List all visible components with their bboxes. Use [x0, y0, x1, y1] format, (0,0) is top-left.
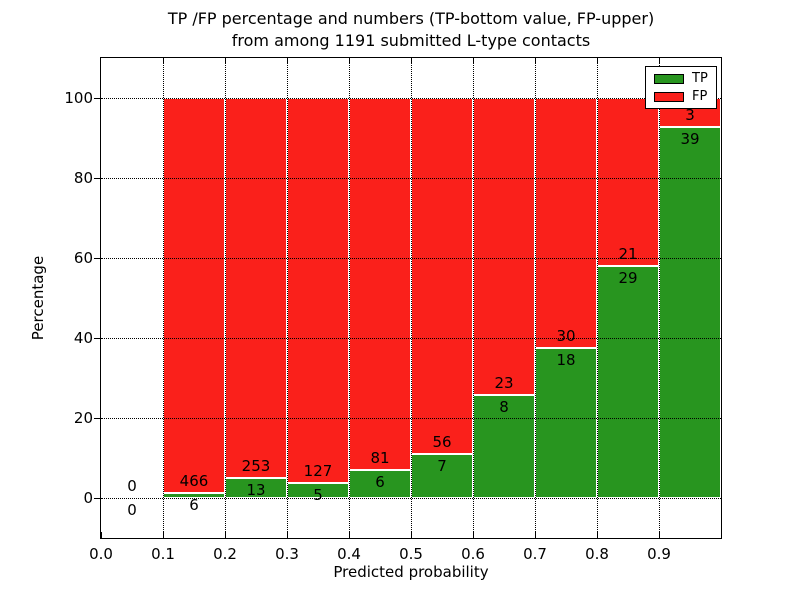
bar-segment-tp [411, 453, 473, 498]
bar-segment-fp [163, 98, 225, 493]
bar-segment-fp [225, 98, 287, 479]
bar-count-label-fp: 253 [241, 457, 271, 476]
y-tick-label: 20 [73, 409, 93, 427]
bar-segment-fp [349, 98, 411, 471]
x-axis-label: Predicted probability [333, 563, 489, 581]
x-tick-label: 0.2 [213, 545, 237, 563]
bar-count-label-fp: 3 [685, 105, 695, 124]
x-top-tick-mark [349, 58, 350, 64]
bar-segment-fp [411, 98, 473, 454]
gridline-vertical [163, 58, 164, 538]
x-tick-label: 0.9 [647, 545, 671, 563]
bar-count-label-tp: 5 [313, 485, 323, 504]
gridline-vertical [225, 58, 226, 538]
x-tick-label: 0.4 [337, 545, 361, 563]
fp-color-swatch [654, 91, 684, 102]
bar-count-label-tp: 13 [246, 481, 266, 500]
x-tick-label: 0.7 [523, 545, 547, 563]
bar-count-label-tp: 8 [499, 397, 509, 416]
bar-segment-tp [535, 348, 597, 498]
plot-area: 0 0 466 6 253 13 127 5 81 6 56 7 23 8 30 18 21 29 3 39 0 20 40… [64, 57, 722, 563]
x-tick-mark [659, 532, 660, 538]
y-axis-label: Percentage [29, 255, 47, 341]
bar-count-label-tp: 6 [375, 473, 385, 492]
bar-count-label-fp: 21 [618, 245, 638, 263]
bar-count-label-fp: 127 [303, 461, 333, 480]
bar-count-label-tp: 39 [680, 129, 700, 148]
x-top-tick-mark [411, 58, 412, 64]
bar-count-label-fp: 466 [179, 471, 209, 490]
tp-color-swatch [654, 73, 684, 84]
bar-count-label-fp: 30 [556, 327, 576, 345]
bar-segment-fp [597, 98, 659, 266]
y-tick-mark [94, 418, 101, 419]
x-tick-mark [473, 532, 474, 538]
x-top-tick-mark [659, 58, 660, 64]
y-tick-mark [94, 178, 101, 179]
x-tick-label: 0.3 [275, 545, 299, 563]
y-tick-label: 40 [73, 329, 93, 347]
bar-segment-tp [597, 266, 659, 498]
gridline-vertical [287, 58, 288, 538]
y-tick-mark [94, 98, 101, 99]
x-tick-mark [287, 532, 288, 538]
x-top-tick-mark [597, 58, 598, 64]
y-tick-label: 100 [64, 89, 93, 107]
bar-segment-tp [349, 470, 411, 498]
x-tick-label: 0.5 [399, 545, 423, 563]
gridline-vertical [349, 58, 350, 538]
x-tick-mark [101, 532, 102, 538]
bar-segment-fp [473, 98, 535, 395]
bar-segment-tp [659, 126, 721, 498]
bar-count-label-tp: 6 [189, 495, 199, 514]
chart-title-line2: from among 1191 submitted L-type contact… [231, 31, 591, 50]
y-tick-label: 60 [73, 249, 93, 267]
y-tick-label: 0 [83, 489, 93, 507]
legend-label: TP [692, 71, 708, 86]
bar-count-label-fp: 0 [127, 477, 137, 495]
x-top-tick-mark [287, 58, 288, 64]
y-tick-mark [94, 498, 101, 499]
x-tick-mark [225, 532, 226, 538]
chart-title-line1: TP /FP percentage and numbers (TP-bottom… [167, 9, 655, 28]
gridline-vertical [411, 58, 412, 538]
bar-count-label-tp: 18 [556, 351, 576, 369]
x-top-tick-mark [225, 58, 226, 64]
gridline-vertical [535, 58, 536, 538]
x-tick-mark [597, 532, 598, 538]
gridline-vertical [473, 58, 474, 538]
x-top-tick-mark [163, 58, 164, 64]
x-tick-label: 0.0 [89, 545, 113, 563]
y-tick-mark [94, 338, 101, 339]
gridline-vertical [659, 58, 660, 538]
x-tick-mark [349, 532, 350, 538]
bar-count-label-fp: 23 [494, 373, 514, 392]
x-tick-label: 0.8 [585, 545, 609, 563]
legend-item-tp: TP [654, 72, 708, 85]
y-tick-mark [94, 258, 101, 259]
x-top-tick-mark [535, 58, 536, 64]
bar-count-label-fp: 81 [370, 449, 390, 468]
legend-label: FP [692, 89, 708, 104]
x-tick-mark [163, 532, 164, 538]
x-tick-label: 0.1 [151, 545, 175, 563]
x-top-tick-mark [473, 58, 474, 64]
chart-title: TP /FP percentage and numbers (TP-bottom… [100, 8, 722, 52]
bar-count-label-fp: 56 [432, 432, 452, 451]
x-tick-mark [535, 532, 536, 538]
bar-segment-tp [473, 394, 535, 498]
x-tick-mark [411, 532, 412, 538]
legend: TP FP [645, 66, 717, 109]
bar-count-label-tp: 29 [618, 269, 638, 287]
gridline-vertical [597, 58, 598, 538]
legend-item-fp: FP [654, 90, 708, 103]
y-tick-label: 80 [73, 169, 93, 187]
bar-count-label-tp: 0 [127, 501, 137, 519]
bar-segment-fp [535, 98, 597, 348]
bar-count-label-tp: 7 [437, 456, 447, 475]
x-tick-label: 0.6 [461, 545, 485, 563]
bar-segment-fp [287, 98, 349, 483]
